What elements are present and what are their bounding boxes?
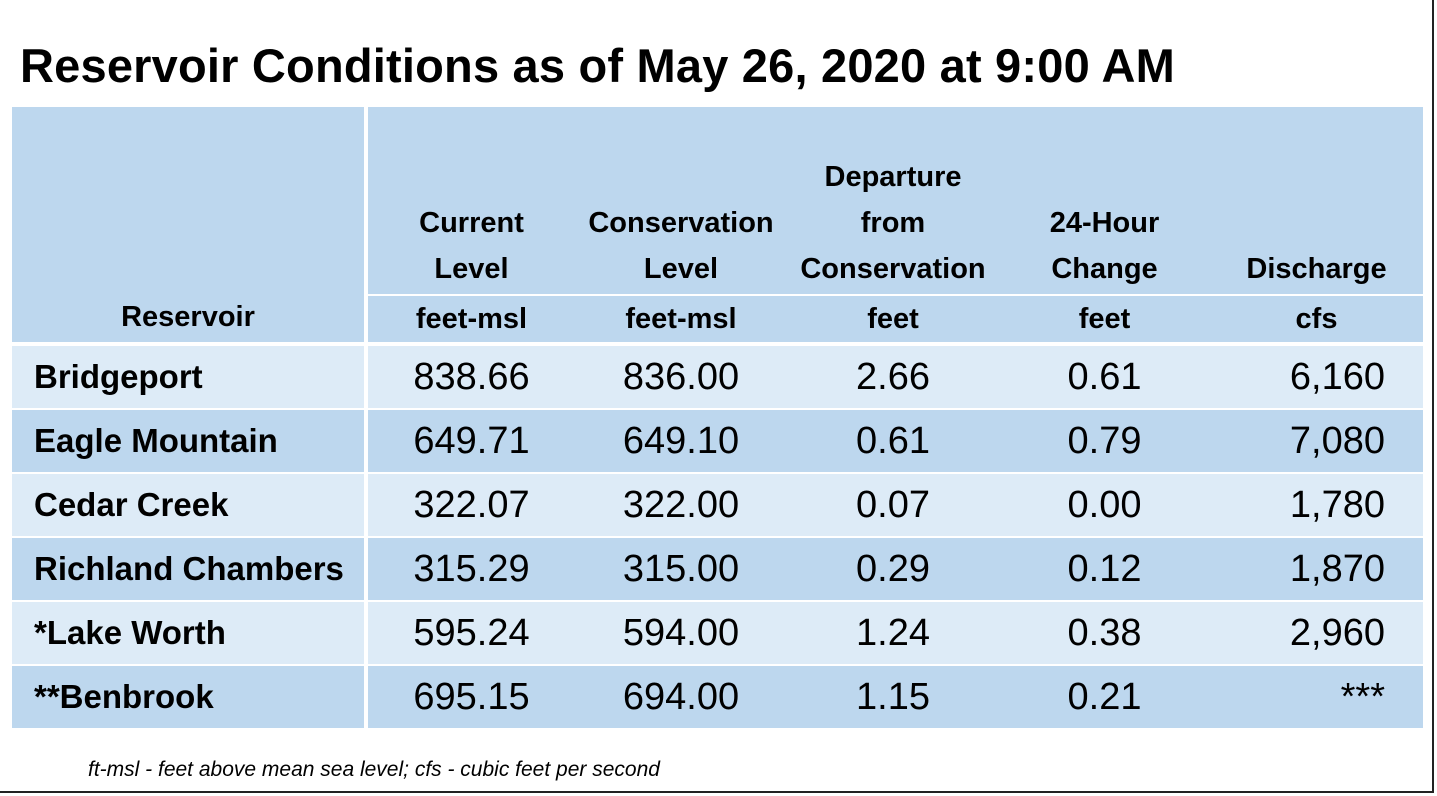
current-level-cell: 649.71 <box>366 409 575 473</box>
conservation-level-cell: 836.00 <box>575 344 787 409</box>
change-24h-cell: 0.00 <box>999 473 1210 537</box>
departure-cell: 1.15 <box>787 665 999 728</box>
header-line: Current <box>419 207 524 239</box>
departure-cell: 0.61 <box>787 409 999 473</box>
header-line: Conservation <box>800 253 986 285</box>
header-departure: Departure from Conservation <box>787 107 999 295</box>
change-24h-cell: 0.79 <box>999 409 1210 473</box>
page-title: Reservoir Conditions as of May 26, 2020 … <box>20 39 1175 92</box>
header-line: Level <box>434 253 509 285</box>
reservoir-name: *Lake Worth <box>12 601 368 665</box>
reservoir-name: Eagle Mountain <box>12 409 368 473</box>
table-header: Reservoir Current Level Conservation Lev… <box>12 107 1423 344</box>
conservation-level-cell: 322.00 <box>575 473 787 537</box>
reservoir-name: Richland Chambers <box>12 537 368 601</box>
unit-departure: feet <box>787 294 999 344</box>
table-row: *Lake Worth 595.24 594.00 1.24 0.38 2,96… <box>12 601 1423 665</box>
reservoir-name: Bridgeport <box>12 344 368 409</box>
current-level-cell: 695.15 <box>366 665 575 728</box>
conservation-level-cell: 315.00 <box>575 537 787 601</box>
discharge-cell: 1,870 <box>1210 537 1423 601</box>
departure-cell: 2.66 <box>787 344 999 409</box>
conservation-level-cell: 649.10 <box>575 409 787 473</box>
conservation-level-cell: 594.00 <box>575 601 787 665</box>
unit-discharge: cfs <box>1210 294 1423 344</box>
discharge-cell: 2,960 <box>1210 601 1423 665</box>
change-24h-cell: 0.21 <box>999 665 1210 728</box>
header-line: Discharge <box>1246 253 1387 285</box>
discharge-cell: 7,080 <box>1210 409 1423 473</box>
current-level-cell: 315.29 <box>366 537 575 601</box>
header-line: 24-Hour <box>1049 207 1160 239</box>
current-level-cell: 595.24 <box>366 601 575 665</box>
unit-conservation-level: feet-msl <box>575 294 787 344</box>
unit-current-level: feet-msl <box>366 294 575 344</box>
table-body: Bridgeport 838.66 836.00 2.66 0.61 6,160… <box>12 344 1423 728</box>
header-line: Level <box>643 253 719 285</box>
change-24h-cell: 0.12 <box>999 537 1210 601</box>
header-line: Change <box>1051 253 1158 285</box>
header-discharge: Discharge <box>1210 107 1423 295</box>
unit-24-hour-change: feet <box>999 294 1210 344</box>
current-level-cell: 838.66 <box>366 344 575 409</box>
header-reservoir: Reservoir <box>12 107 368 344</box>
departure-cell: 0.29 <box>787 537 999 601</box>
reservoir-name: Cedar Creek <box>12 473 368 537</box>
header-24-hour-change: 24-Hour Change <box>999 107 1210 295</box>
discharge-cell: 1,780 <box>1210 473 1423 537</box>
table-row: Eagle Mountain 649.71 649.10 0.61 0.79 7… <box>12 409 1423 473</box>
table-row: Bridgeport 838.66 836.00 2.66 0.61 6,160 <box>12 344 1423 409</box>
header-current-level: Current Level <box>366 107 575 295</box>
discharge-cell: *** <box>1210 665 1423 728</box>
discharge-cell: 6,160 <box>1210 344 1423 409</box>
change-24h-cell: 0.38 <box>999 601 1210 665</box>
reservoir-name: **Benbrook <box>12 665 368 728</box>
table-row: Cedar Creek 322.07 322.00 0.07 0.00 1,78… <box>12 473 1423 537</box>
header-conservation-level: Conservation Level <box>575 107 787 295</box>
departure-cell: 1.24 <box>787 601 999 665</box>
conservation-level-cell: 694.00 <box>575 665 787 728</box>
change-24h-cell: 0.61 <box>999 344 1210 409</box>
table-row: **Benbrook 695.15 694.00 1.15 0.21 *** <box>12 665 1423 728</box>
footnote: ft-msl - feet above mean sea level; cfs … <box>88 758 660 781</box>
header-line: Departure <box>824 161 962 193</box>
table-row: Richland Chambers 315.29 315.00 0.29 0.1… <box>12 537 1423 601</box>
current-level-cell: 322.07 <box>366 473 575 537</box>
header-line: from <box>860 207 926 239</box>
reservoir-table: Reservoir Current Level Conservation Lev… <box>12 107 1423 728</box>
departure-cell: 0.07 <box>787 473 999 537</box>
header-line: Conservation <box>588 207 774 239</box>
